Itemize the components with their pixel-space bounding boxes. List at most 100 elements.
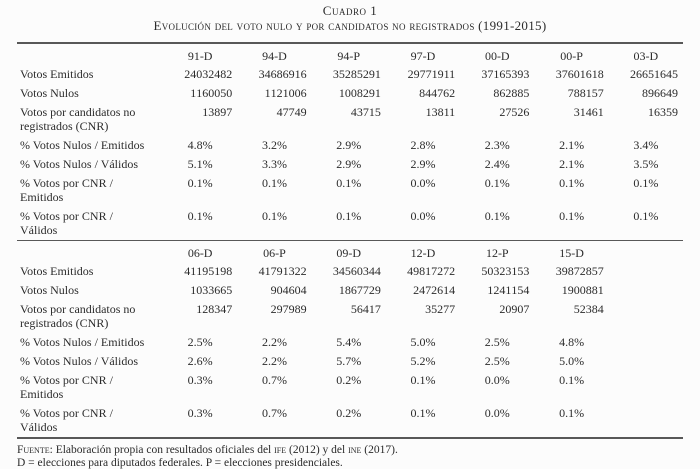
value-cell: 34 560 344 bbox=[332, 264, 381, 278]
row-label: Votos por candidatos no registrados (CNR… bbox=[20, 302, 136, 330]
value-cell: 0.0% bbox=[410, 209, 436, 223]
value-cell: 904 604 bbox=[270, 283, 307, 297]
value-cell: 0.1% bbox=[261, 176, 287, 190]
value-cell: 4.8% bbox=[187, 138, 213, 152]
footnotes: Fuente: Elaboración propia con resultado… bbox=[17, 444, 683, 469]
value-cell: 0.0% bbox=[484, 406, 510, 420]
value-cell: 2.2% bbox=[261, 354, 287, 368]
value-cell: 1 900 881 bbox=[561, 283, 604, 297]
value-cell: 27 526 bbox=[499, 105, 530, 119]
value-cell: 1 121 006 bbox=[264, 86, 307, 100]
value-cell: 2.8% bbox=[410, 138, 436, 152]
value-cell: 1 008 291 bbox=[338, 86, 381, 100]
column-header: 97-D bbox=[410, 49, 436, 63]
value-cell: 5.2% bbox=[410, 354, 436, 368]
value-cell bbox=[609, 300, 683, 333]
row-label: % Votos Nulos / Válidos bbox=[20, 157, 139, 171]
value-cell: 5.0% bbox=[410, 335, 436, 349]
value-cell: 24 032 482 bbox=[184, 67, 233, 81]
value-cell: 0.1% bbox=[633, 176, 659, 190]
value-cell bbox=[609, 281, 683, 300]
row-label: Votos Emitidos bbox=[20, 67, 94, 81]
value-cell: 0.1% bbox=[336, 209, 362, 223]
value-cell: 5.4% bbox=[336, 335, 362, 349]
value-cell: 34 686 916 bbox=[258, 67, 307, 81]
value-cell: 788 157 bbox=[567, 86, 604, 100]
value-cell bbox=[609, 404, 683, 438]
value-cell: 5.1% bbox=[187, 157, 213, 171]
column-header bbox=[609, 241, 683, 263]
value-cell: 0.1% bbox=[484, 209, 510, 223]
value-cell: 35 277 bbox=[425, 302, 456, 316]
value-cell: 0.1% bbox=[187, 209, 213, 223]
column-header: 00-P bbox=[560, 49, 583, 63]
column-header: 06-D bbox=[187, 246, 213, 260]
value-cell: 2.5% bbox=[484, 335, 510, 349]
header-row: 91-D 94-D 94-P 97-D 00-D 00-P 03-D bbox=[17, 43, 683, 65]
value-cell: 3.3% bbox=[261, 157, 287, 171]
table-subtitle: Evolución del voto nulo y por candidatos… bbox=[153, 18, 547, 33]
value-cell: 3.4% bbox=[633, 138, 659, 152]
value-cell: 862 885 bbox=[493, 86, 530, 100]
value-cell: 43 715 bbox=[350, 105, 381, 119]
value-cell bbox=[609, 262, 683, 281]
value-cell: 0.1% bbox=[633, 209, 659, 223]
table-row: Votos por candidatos no registrados (CNR… bbox=[17, 300, 683, 333]
column-header: 12-P bbox=[485, 246, 509, 260]
column-header: 91-D bbox=[187, 49, 213, 63]
value-cell: 4.8% bbox=[559, 335, 585, 349]
value-cell: 2 472 614 bbox=[413, 283, 456, 297]
value-cell: 2.9% bbox=[410, 157, 436, 171]
value-cell: 0.3% bbox=[187, 373, 213, 387]
value-cell: 0.7% bbox=[261, 406, 287, 420]
value-cell: 0.1% bbox=[410, 406, 436, 420]
value-cell: 2.5% bbox=[484, 354, 510, 368]
row-label: % Votos por CNR / Válidos bbox=[20, 406, 113, 434]
row-label: % Votos por CNR / Emitidos bbox=[20, 176, 113, 204]
corner-cell bbox=[17, 43, 163, 65]
value-cell: 0.1% bbox=[559, 373, 585, 387]
column-header: 94-D bbox=[262, 49, 287, 63]
value-cell: 1 033 665 bbox=[190, 283, 233, 297]
table-section-2: 06-D 06-P 09-D 12-D 12-P 15-D Votos Emit… bbox=[17, 240, 683, 439]
value-cell: 0.1% bbox=[410, 373, 436, 387]
value-cell: 41 195 198 bbox=[184, 264, 233, 278]
value-cell: 0.1% bbox=[336, 176, 362, 190]
value-cell: 0.0% bbox=[484, 373, 510, 387]
value-cell: 2.5% bbox=[187, 335, 213, 349]
value-cell: 29 771 911 bbox=[407, 67, 456, 81]
value-cell: 0.0% bbox=[410, 176, 436, 190]
value-cell: 41 791 322 bbox=[258, 264, 307, 278]
row-label: % Votos Nulos / Válidos bbox=[20, 354, 139, 368]
value-cell: 128 347 bbox=[196, 302, 233, 316]
value-cell: 896 649 bbox=[642, 86, 678, 100]
value-cell: 0.3% bbox=[187, 406, 213, 420]
value-cell: 2.6% bbox=[187, 354, 213, 368]
table-number-title: Cuadro 1 bbox=[322, 3, 378, 18]
column-header: 12-D bbox=[410, 246, 436, 260]
value-cell: 0.7% bbox=[261, 373, 287, 387]
value-cell: 844 762 bbox=[419, 86, 456, 100]
column-header: 94-P bbox=[337, 49, 361, 63]
value-cell: 2.1% bbox=[559, 138, 585, 152]
value-cell: 297 989 bbox=[270, 302, 307, 316]
value-cell: 2.9% bbox=[336, 138, 362, 152]
value-cell: 2.3% bbox=[484, 138, 510, 152]
value-cell: 37 165 393 bbox=[481, 67, 530, 81]
value-cell: 1 160 050 bbox=[190, 86, 233, 100]
table-row: % Votos Nulos / Válidos 2.6% 2.2% 5.7% 5… bbox=[17, 352, 683, 371]
value-cell: 35 285 291 bbox=[332, 67, 381, 81]
ife-acronym: ife bbox=[274, 444, 287, 456]
value-cell: 0.2% bbox=[336, 406, 362, 420]
table-row: % Votos Nulos / Válidos 5.1% 3.3% 2.9% 2… bbox=[17, 155, 683, 174]
value-cell: 5.0% bbox=[559, 354, 585, 368]
value-cell: 1 241 154 bbox=[487, 283, 530, 297]
value-cell: 3.2% bbox=[261, 138, 287, 152]
row-label: Votos Emitidos bbox=[20, 264, 94, 278]
ine-acronym: ine bbox=[348, 444, 362, 456]
column-header: 09-D bbox=[336, 246, 362, 260]
value-cell: 1 867 729 bbox=[338, 283, 381, 297]
table-row: Votos Nulos 1 160 050 1 121 006 1 008 29… bbox=[17, 84, 683, 103]
row-label: % Votos Nulos / Emitidos bbox=[20, 335, 145, 349]
